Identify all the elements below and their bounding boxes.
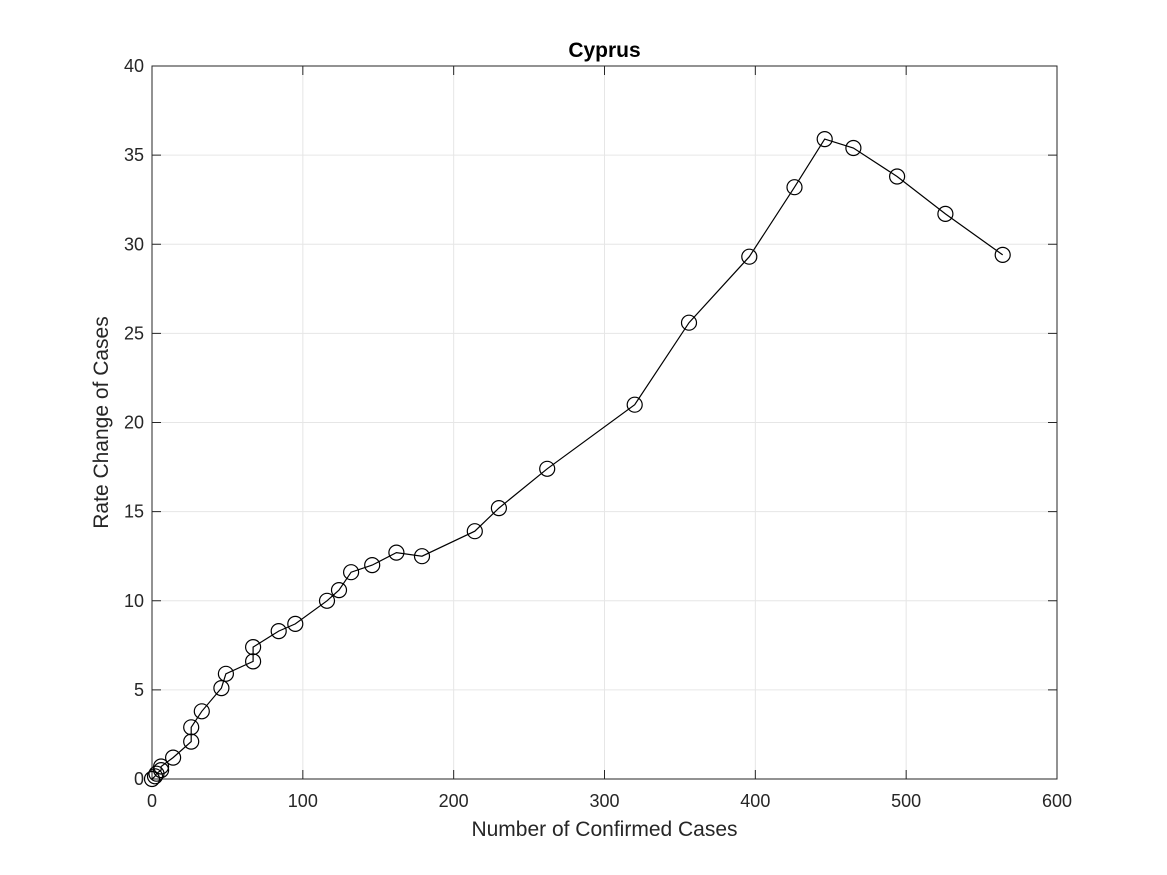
y-tick-label: 25: [124, 323, 144, 343]
data-point: [318, 592, 336, 609]
y-tick-label: 15: [124, 502, 144, 522]
data-point: [270, 622, 287, 640]
x-tick-label: 600: [1042, 791, 1072, 811]
data-point: [287, 615, 304, 633]
data-point: [364, 556, 381, 574]
data-point: [217, 665, 234, 682]
data-point: [183, 733, 200, 750]
data-point: [413, 548, 431, 565]
series-layer: [143, 131, 1011, 788]
data-point: [816, 131, 833, 148]
data-point: [388, 544, 405, 561]
data-point: [245, 638, 262, 656]
data-point: [183, 719, 200, 736]
data-point: [741, 248, 758, 265]
y-tick-label: 35: [124, 145, 144, 165]
data-point: [143, 770, 161, 788]
data-point: [213, 679, 230, 697]
data-point: [786, 179, 803, 196]
x-tick-label: 0: [147, 791, 157, 811]
y-tick-label: 20: [124, 413, 144, 433]
data-point: [330, 581, 348, 599]
data-point: [626, 396, 643, 413]
x-tick-label: 300: [589, 791, 619, 811]
x-tick-label: 500: [891, 791, 921, 811]
ticks: 0 100 200 300 400 500 600 0 5 10 15 20 25 30 35 40: [124, 56, 1072, 811]
y-tick-label: 5: [134, 680, 144, 700]
data-point: [937, 205, 954, 222]
x-tick-label: 100: [288, 791, 318, 811]
data-point: [153, 758, 170, 775]
data-point: [165, 749, 182, 766]
y-tick-label: 0: [134, 769, 144, 789]
chart-title: Cyprus: [568, 39, 640, 62]
data-point: [193, 703, 210, 720]
data-point: [539, 460, 556, 477]
grid: [152, 66, 1057, 779]
y-tick-label: 30: [124, 234, 144, 254]
data-point: [490, 500, 507, 517]
data-point: [466, 523, 483, 540]
data-point: [994, 246, 1011, 263]
data-point: [888, 168, 906, 185]
y-tick-label: 10: [124, 591, 144, 611]
data-point: [845, 139, 862, 157]
data-point: [680, 314, 698, 331]
x-tick-label: 400: [740, 791, 770, 811]
y-axis-title: Rate Change of Cases: [90, 316, 113, 528]
x-tick-label: 200: [439, 791, 469, 811]
data-point: [343, 564, 360, 581]
x-axis-title: Number of Confirmed Cases: [471, 818, 737, 841]
data-point: [245, 653, 262, 670]
series-line: [151, 138, 1004, 780]
data-point: [153, 761, 170, 779]
data-point: [146, 768, 164, 785]
y-tick-label: 40: [124, 56, 144, 76]
